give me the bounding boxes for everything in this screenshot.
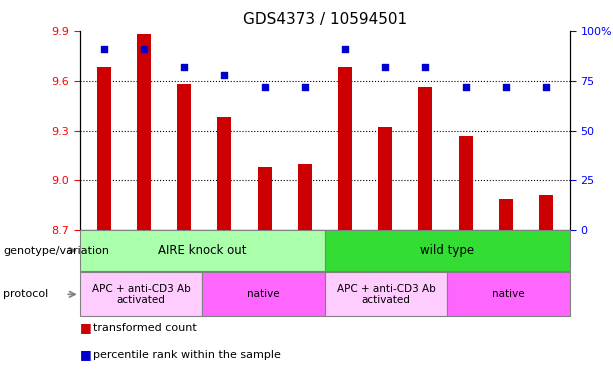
- Text: ■: ■: [80, 321, 91, 334]
- Bar: [418, 87, 432, 230]
- Text: wild type: wild type: [421, 244, 474, 257]
- Bar: [459, 136, 473, 230]
- Text: APC + anti-CD3 Ab
activated: APC + anti-CD3 Ab activated: [91, 283, 191, 305]
- Text: transformed count: transformed count: [93, 323, 197, 333]
- Point: [541, 84, 551, 90]
- Text: native: native: [247, 289, 280, 300]
- Bar: [539, 195, 553, 230]
- Text: genotype/variation: genotype/variation: [3, 245, 109, 256]
- Bar: [97, 67, 111, 230]
- Point: [179, 64, 189, 70]
- Bar: [338, 67, 352, 230]
- Bar: [257, 167, 272, 230]
- Point: [421, 64, 430, 70]
- Bar: [177, 84, 191, 230]
- Point: [380, 64, 390, 70]
- Bar: [137, 34, 151, 230]
- Text: percentile rank within the sample: percentile rank within the sample: [93, 350, 281, 360]
- Bar: [325, 230, 570, 271]
- Text: AIRE knock out: AIRE knock out: [158, 244, 246, 257]
- Bar: [325, 272, 447, 316]
- Point: [139, 46, 149, 52]
- Bar: [202, 272, 325, 316]
- Text: native: native: [492, 289, 525, 300]
- Bar: [80, 230, 325, 271]
- Point: [461, 84, 471, 90]
- Text: APC + anti-CD3 Ab
activated: APC + anti-CD3 Ab activated: [337, 283, 436, 305]
- Bar: [447, 272, 570, 316]
- Point: [260, 84, 270, 90]
- Bar: [298, 164, 312, 230]
- Point: [219, 71, 229, 78]
- Point: [501, 84, 511, 90]
- Point: [300, 84, 310, 90]
- Bar: [80, 272, 202, 316]
- Point: [340, 46, 350, 52]
- Bar: [378, 127, 392, 230]
- Text: protocol: protocol: [3, 289, 48, 300]
- Bar: [499, 199, 513, 230]
- Text: ■: ■: [80, 348, 91, 361]
- Bar: [218, 117, 232, 230]
- Point: [99, 46, 109, 52]
- Title: GDS4373 / 10594501: GDS4373 / 10594501: [243, 12, 407, 27]
